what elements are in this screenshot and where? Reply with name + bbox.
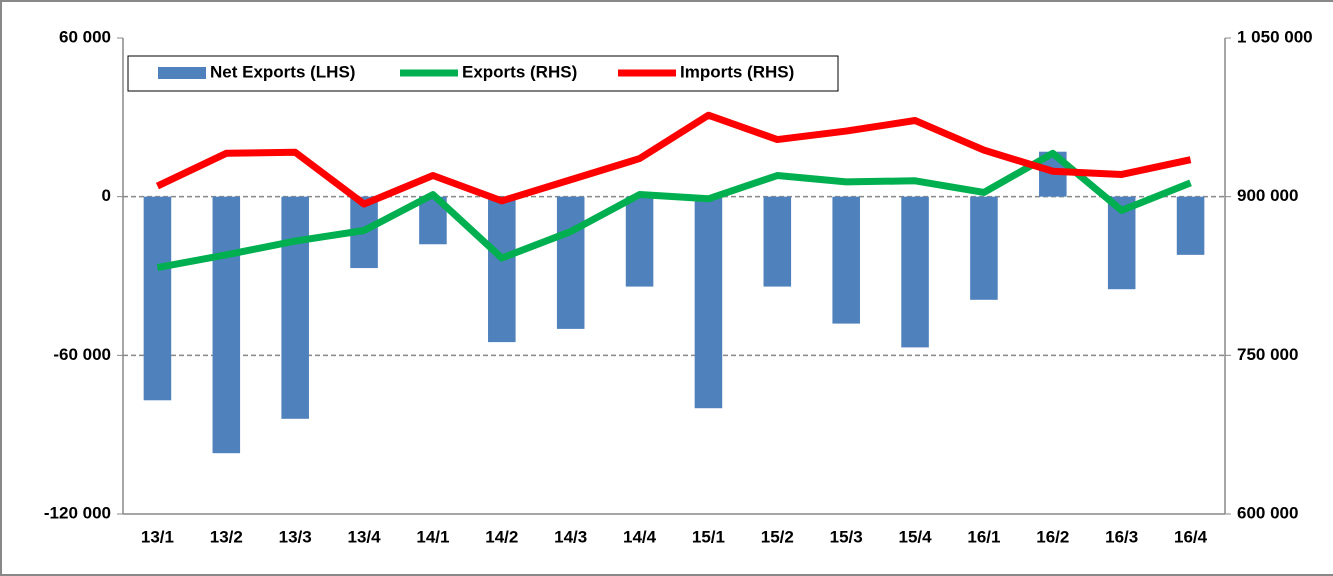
legend-label: Exports (RHS) <box>462 62 577 81</box>
bar <box>212 196 241 454</box>
bar <box>694 196 723 409</box>
x-tick-label: 16/4 <box>1174 527 1208 546</box>
line <box>156 149 1192 271</box>
y2-tick-label: 600 000 <box>1237 503 1298 522</box>
bar <box>488 196 516 343</box>
y2-tick-label: 900 000 <box>1237 186 1298 205</box>
x-tick-label: 15/4 <box>899 527 933 546</box>
bar <box>970 196 998 300</box>
bar <box>901 196 929 348</box>
bar <box>763 196 792 287</box>
x-tick-label: 13/4 <box>348 527 382 546</box>
x-tick-label: 15/3 <box>830 527 863 546</box>
y-tick-label: -120 000 <box>44 503 111 522</box>
x-tick-label: 16/3 <box>1105 527 1138 546</box>
x-tick-label: 16/1 <box>967 527 1000 546</box>
bar <box>1176 196 1205 255</box>
bar <box>556 196 585 329</box>
bar <box>281 196 309 419</box>
y2-tick-label: 750 000 <box>1237 345 1298 364</box>
y-tick-label: -60 000 <box>53 345 111 364</box>
legend-label: Net Exports (LHS) <box>210 62 355 81</box>
bar <box>625 196 654 287</box>
x-tick-label: 14/2 <box>485 527 518 546</box>
y2-tick-label: 1 050 000 <box>1237 27 1313 46</box>
x-tick-label: 15/1 <box>692 527 725 546</box>
x-tick-label: 13/3 <box>279 527 312 546</box>
x-tick-label: 14/1 <box>416 527 449 546</box>
x-tick-label: 14/4 <box>623 527 657 546</box>
x-tick-label: 15/2 <box>761 527 794 546</box>
x-tick-label: 14/3 <box>554 527 587 546</box>
legend-swatch <box>158 67 206 79</box>
bar <box>832 196 860 324</box>
line <box>155 111 1192 208</box>
x-tick-label: 16/2 <box>1036 527 1069 546</box>
legend-label: Imports (RHS) <box>680 62 794 81</box>
y-tick-label: 0 <box>102 186 111 205</box>
legend-box <box>127 55 839 92</box>
y-tick-label: 60 000 <box>59 27 111 46</box>
x-tick-label: 13/1 <box>141 527 174 546</box>
bar <box>143 196 172 401</box>
x-tick-label: 13/2 <box>210 527 243 546</box>
